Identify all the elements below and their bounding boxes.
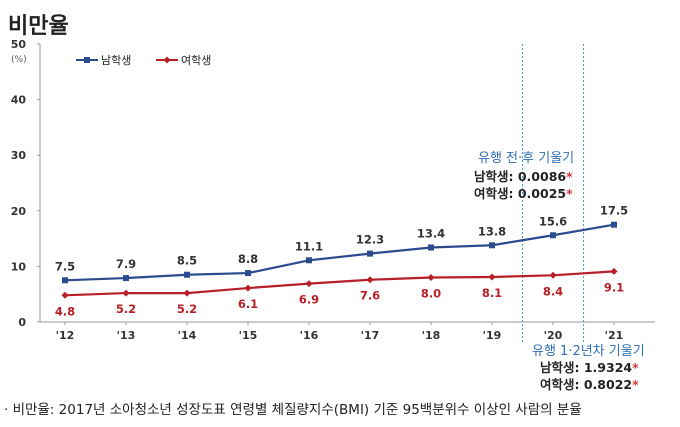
y-unit-label: (%) <box>11 55 27 65</box>
series-2-data-label: 8.0 <box>421 287 441 301</box>
legend-label: 여학생 <box>181 54 211 67</box>
series-1-data-label: 11.1 <box>295 239 323 253</box>
series-1-data-label: 15.6 <box>539 214 567 228</box>
annotation-year12-title: 유행 1·2년차 기울기 <box>532 343 645 359</box>
series-2-data-label: 5.2 <box>116 302 136 316</box>
series-2-point <box>183 289 191 297</box>
y-tick-label: 10 <box>11 260 27 273</box>
x-tick-label: '12 <box>56 329 75 342</box>
series-2-data-label: 9.1 <box>604 280 624 294</box>
x-tick-label: '13 <box>117 329 136 342</box>
series-2-point <box>488 273 496 281</box>
annotation-before-after-line: 여학생: 0.0025* <box>474 186 573 201</box>
legend: 남학생 여학생 <box>76 54 211 67</box>
series-2-point <box>366 276 374 284</box>
series-2-point <box>549 271 557 279</box>
footnote: · 비만율: 2017년 소아청소년 성장도표 연령별 체질량지수(BMI) 기… <box>4 402 582 418</box>
annotation-year12-line: 여학생: 0.8022* <box>540 377 639 392</box>
chart-title: 비만율 <box>8 14 69 39</box>
series-1-point <box>489 242 495 249</box>
series-1-data-label: 13.8 <box>478 224 506 238</box>
series-1-data-label: 7.5 <box>55 259 75 273</box>
series-1-data-label: 17.5 <box>600 204 628 218</box>
series-2-point <box>61 291 69 299</box>
series-1-point <box>245 270 251 277</box>
x-tick-label: '19 <box>483 329 502 342</box>
legend-marker <box>163 56 171 64</box>
series-1-point <box>123 275 129 282</box>
series-2-data-label: 7.6 <box>360 289 380 303</box>
y-tick-label: 30 <box>11 149 27 162</box>
y-tick-label: 0 <box>18 316 26 329</box>
series-1-point <box>184 271 190 278</box>
legend-marker <box>84 57 90 63</box>
series-line-2 <box>64 270 615 297</box>
y-tick-label: 50 <box>11 38 27 51</box>
legend-label: 남학생 <box>101 54 131 67</box>
series-1-point <box>428 244 434 251</box>
series-2-data-label: 8.1 <box>482 286 502 300</box>
data-labels: 7.5 7.9 8.5 8.8 11.1 12.3 13.4 13.8 15.6 17.5 4.8 5… <box>55 204 628 319</box>
series-1-point <box>306 257 312 264</box>
series-2-data-label: 5.2 <box>177 302 197 316</box>
series-line-1 <box>64 223 615 282</box>
series-2-point <box>610 267 618 275</box>
x-tick-label: '20 <box>544 329 563 342</box>
series-1-data-label: 8.5 <box>177 254 197 268</box>
series-1-point <box>611 221 617 228</box>
annotation-before-after-title: 유행 전·후 기울기 <box>478 150 574 166</box>
series-1-data-label: 7.9 <box>116 257 136 271</box>
series-1-data-label: 8.8 <box>238 252 258 266</box>
series-2-data-label: 6.1 <box>238 297 258 311</box>
y-tick-label: 40 <box>11 94 27 107</box>
axes: 0 10 20 30 40 50 (%) '12 '13 '14 '15 '16 '17 '18 '19 '2… <box>11 38 655 342</box>
series-2-data-label: 4.8 <box>55 304 75 318</box>
series-1-point <box>62 277 68 284</box>
series-2-data-label: 8.4 <box>543 284 563 298</box>
x-tick-label: '16 <box>300 329 319 342</box>
series-2-point <box>244 284 252 292</box>
series-1-data-label: 13.4 <box>417 226 445 240</box>
x-tick-label: '18 <box>422 329 441 342</box>
series-lines <box>61 221 618 299</box>
y-tick-label: 20 <box>11 205 27 218</box>
series-2-point <box>122 289 130 297</box>
series-1-data-label: 12.3 <box>356 233 384 247</box>
series-2-point <box>305 280 313 288</box>
series-2-point <box>427 274 435 282</box>
series-2-data-label: 6.9 <box>299 293 319 307</box>
annotation-before-after-line: 남학생: 0.0086* <box>474 169 573 184</box>
x-tick-label: '15 <box>239 329 258 342</box>
x-tick-label: '14 <box>178 329 197 342</box>
annotation-year12-line: 남학생: 1.9324* <box>540 360 639 375</box>
line-chart: 0 10 20 30 40 50 (%) '12 '13 '14 '15 '16 '17 '18 '19 '2… <box>11 38 655 392</box>
x-tick-label: '17 <box>361 329 380 342</box>
series-1-point <box>550 232 556 239</box>
x-tick-label: '21 <box>605 329 624 342</box>
series-1-point <box>367 250 373 257</box>
period-dividers <box>522 44 584 344</box>
